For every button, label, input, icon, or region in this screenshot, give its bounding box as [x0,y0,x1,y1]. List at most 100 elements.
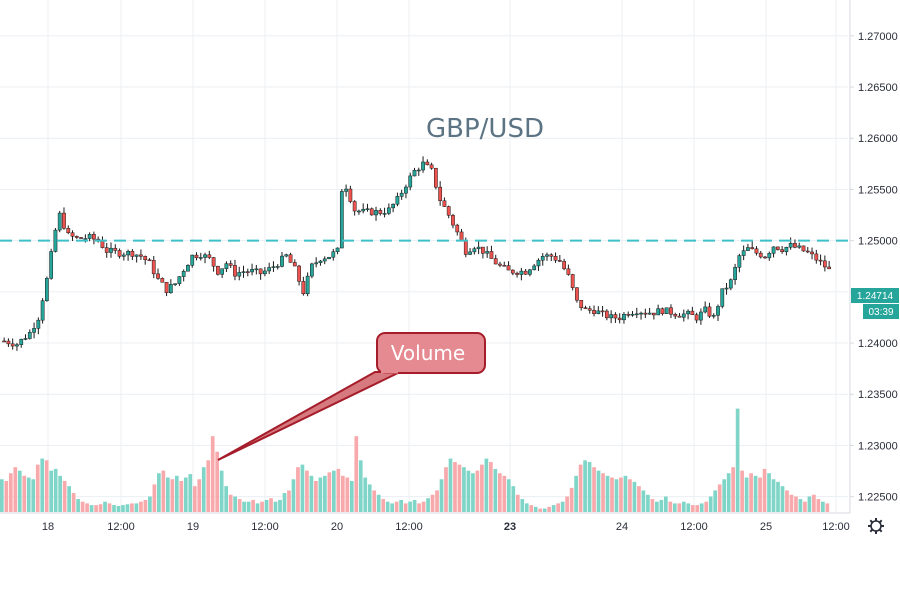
volume-bar [161,470,166,512]
candle-body [566,268,571,275]
chart-settings-button[interactable] [868,518,884,534]
candle-body [399,192,404,197]
candle-body [737,255,742,268]
volume-bar [305,470,309,512]
candle-body [746,247,750,251]
candle-body [386,207,391,214]
volume-bar [201,467,206,512]
last-price-tag: 1.24714 03:39 [851,288,899,319]
volume-bar [762,468,767,512]
volume-bar [704,501,709,512]
volume-bar [426,498,430,512]
candle-body [190,254,195,266]
volume-bar [300,464,305,512]
volume-bar [318,477,323,512]
volume-bar [529,505,534,512]
candle-body [327,256,331,260]
candle-body [181,270,186,277]
countdown-label: 03:39 [868,307,893,318]
volume-bar [740,470,744,512]
volume-bar [125,504,130,512]
volume-bar [251,499,255,512]
volume-bar [17,470,22,512]
volume-bar [116,505,121,512]
candle-body [489,251,494,259]
volume-bar [345,477,350,512]
candle-body [391,203,396,209]
candle-body [724,287,729,290]
x-tick-label: 12:00 [395,521,423,533]
volume-bar [381,499,386,512]
candle-body [74,236,79,238]
candle-body [763,256,767,259]
volume-bar [103,501,107,512]
volume-bar [287,490,291,512]
candle-body [49,251,54,279]
volume-bar [789,494,794,512]
candle-body [280,255,284,267]
volume-bar [94,505,98,512]
volume-bar [547,506,552,512]
volume-bar [58,475,63,512]
volume-bar [394,501,399,512]
candle-body [557,260,562,262]
axes [0,0,851,514]
candle-body [352,201,357,212]
candle-body [220,268,225,275]
volume-bar [785,490,789,512]
candle-body [780,249,784,252]
volume-bar [776,481,780,512]
candle-body [532,265,537,271]
volume-bar [444,467,448,512]
volume-bar [637,486,641,512]
candle-body [23,338,28,340]
volume-bar [363,477,368,512]
volume-bar [610,477,614,512]
volume-bar [708,496,713,512]
volume-bar [466,470,471,512]
volume-bar [641,490,646,512]
candle-body [433,167,438,188]
candle-body [70,232,75,237]
candle-body [305,275,310,295]
volume-bar [628,479,632,512]
volume-bar [399,499,403,512]
candle-body [224,263,229,269]
y-tick-label: 1.26500 [858,82,898,94]
volume-bar [771,479,776,512]
volume-bar [758,477,762,512]
volume-bar [44,460,49,512]
volume-bar [605,475,610,512]
candle-body [275,266,280,268]
candle-body [596,310,601,314]
candle-body [245,271,250,273]
candle-body [109,247,113,253]
candle-body [660,308,665,314]
candle-body [639,312,643,315]
candle-body [203,254,207,258]
volume-bar [435,490,439,512]
volume-bar [821,501,825,512]
volume-bar [269,498,273,512]
volume-bar [233,496,237,512]
volume-bar [188,474,193,512]
y-axis-ticks: 1.270001.265001.260001.255001.250001.245… [850,31,898,504]
y-tick-label: 1.26000 [858,133,898,145]
volume-bar [780,486,785,512]
volume-bar [264,499,269,512]
volume-bar [390,503,395,512]
candle-body [711,315,716,317]
candle-body [143,256,148,261]
volume-bar [408,501,412,512]
candle-body [626,313,631,316]
volume-bar [592,467,596,512]
candle-body [827,266,832,270]
candle-body [775,246,780,250]
volume-bar [53,468,58,512]
volume-bar [174,475,179,512]
volume-bar [574,475,578,512]
candle-body [301,281,306,295]
candle-body [793,243,797,248]
x-tick-label: 12:00 [251,521,279,533]
